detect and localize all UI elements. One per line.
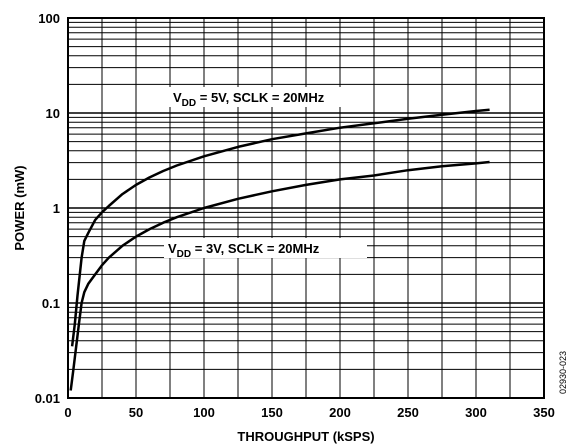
x-tick-label: 50 bbox=[129, 405, 143, 420]
y-tick-label: 0.01 bbox=[35, 391, 60, 406]
x-tick-label: 100 bbox=[193, 405, 215, 420]
series-label-3v: VDD = 3V, SCLK = 20MHz bbox=[164, 238, 367, 260]
figure-id: 02930-023 bbox=[558, 351, 568, 394]
series-label-3v-sub: DD bbox=[177, 249, 191, 260]
series-label-5v-main: V bbox=[173, 90, 182, 105]
x-tick-label: 300 bbox=[465, 405, 487, 420]
series-label-5v-sub: DD bbox=[182, 98, 196, 109]
series-line-5v bbox=[72, 110, 490, 346]
x-tick-label: 250 bbox=[397, 405, 419, 420]
y-tick-label: 10 bbox=[46, 106, 60, 121]
x-tick-label: 350 bbox=[533, 405, 555, 420]
grid bbox=[68, 18, 544, 398]
series-label-3v-rest: = 3V, SCLK = 20MHz bbox=[191, 241, 320, 256]
series-line-3v bbox=[71, 162, 490, 391]
y-tick-labels: 0.01 0.1 1 10 100 bbox=[35, 11, 60, 406]
y-tick-label: 1 bbox=[53, 201, 60, 216]
series-label-5v: VDD = 5V, SCLK = 20MHz bbox=[169, 87, 372, 109]
y-tick-label: 0.1 bbox=[42, 296, 60, 311]
y-axis-label: POWER (mW) bbox=[12, 165, 27, 250]
x-tick-labels: 0 50 100 150 200 250 300 350 bbox=[64, 405, 554, 420]
x-tick-label: 150 bbox=[261, 405, 283, 420]
y-tick-label: 100 bbox=[38, 11, 60, 26]
series-label-3v-main: V bbox=[168, 241, 177, 256]
x-axis-label: THROUGHPUT (kSPS) bbox=[237, 429, 374, 444]
x-tick-label: 0 bbox=[64, 405, 71, 420]
series-label-5v-rest: = 5V, SCLK = 20MHz bbox=[196, 90, 325, 105]
x-tick-label: 200 bbox=[329, 405, 351, 420]
